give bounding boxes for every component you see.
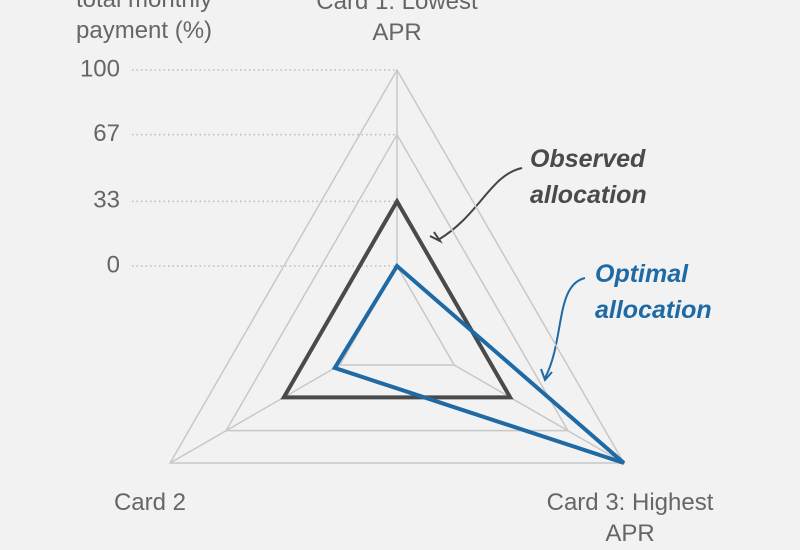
series-polygon xyxy=(331,262,626,465)
r-tick-label: 67 xyxy=(93,120,120,147)
arrow xyxy=(544,277,586,379)
arrow-head xyxy=(429,231,443,244)
grid-line xyxy=(338,264,456,366)
grid-line xyxy=(224,133,570,432)
arrow xyxy=(437,167,523,241)
spoke xyxy=(453,364,625,464)
spoke xyxy=(169,364,341,464)
category-label: Card 3: Highest APR xyxy=(546,489,714,547)
series-polygon xyxy=(280,197,514,400)
r-tick-label: 100 xyxy=(80,55,120,82)
category-label: Card 2 xyxy=(113,489,187,516)
r-tick-label: 33 xyxy=(93,187,120,214)
arrow-head xyxy=(540,368,553,382)
series-annotation: Optimal allocation xyxy=(595,260,712,324)
axis-label: total monthly payment (%) xyxy=(76,0,213,44)
r-tick-label: 0 xyxy=(107,251,120,278)
series-annotation: Observed allocation xyxy=(530,145,647,209)
grid-line xyxy=(168,68,626,464)
category-label: Card 1: Lowest APR xyxy=(316,0,478,46)
